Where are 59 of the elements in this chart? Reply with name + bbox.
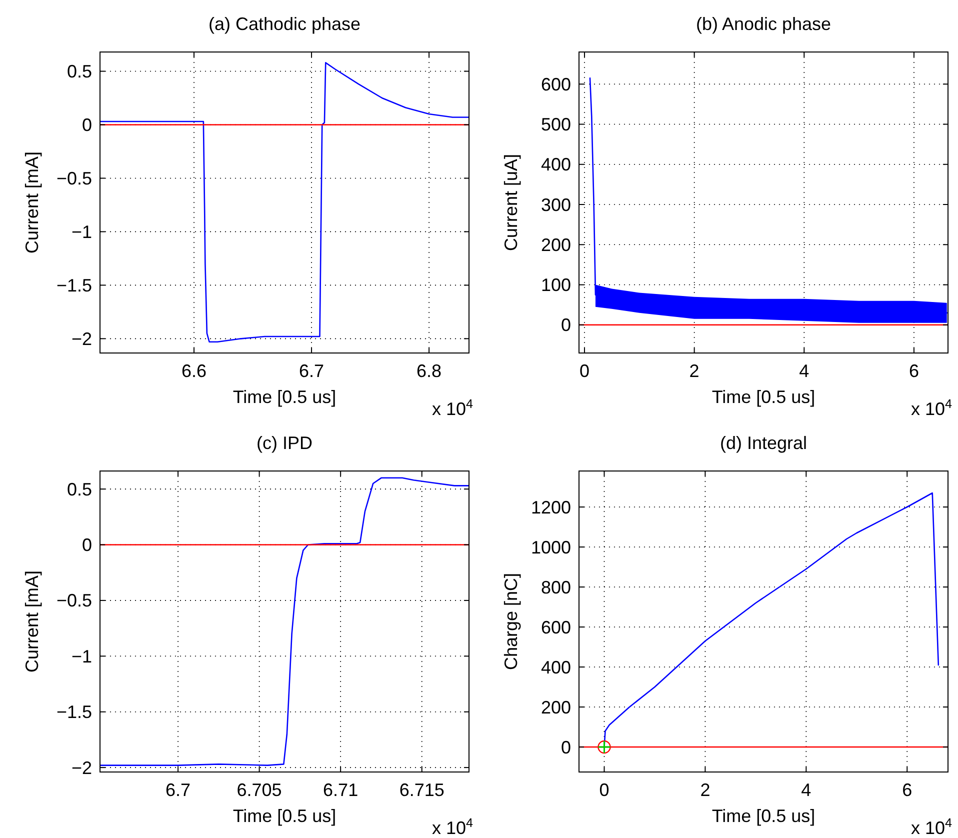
x-tick-label: 0: [579, 361, 590, 381]
x-tick-label: 6: [902, 780, 912, 800]
y-tick-label: 800: [540, 577, 571, 598]
text: x 10$^{4}$: [432, 397, 473, 419]
y-tick-label: 200: [540, 234, 571, 255]
chart-title: (a) Cathodic phase: [208, 14, 361, 34]
x-tick-label: 4: [801, 780, 812, 800]
y-tick-label: 300: [540, 194, 571, 215]
x-axis-title: Time [0.5 us]: [232, 806, 336, 826]
x-tick-label: 2: [700, 780, 710, 800]
line-series: [100, 62, 469, 343]
text: x 10$^{4}$: [910, 397, 952, 419]
x-tick-label: 6.7: [299, 361, 324, 381]
chart-title: (c) IPD: [256, 433, 312, 453]
y-tick-label: 1200: [530, 497, 571, 518]
y-tick-label: −1: [71, 222, 92, 242]
y-axis-title: Current [mA]: [22, 570, 42, 673]
x-tick-label: 6.715: [399, 780, 444, 800]
y-tick-label: −0.5: [56, 168, 92, 189]
y-tick-label: 400: [540, 154, 571, 175]
y-tick-label: −2: [71, 758, 92, 778]
x-tick-label: 4: [799, 361, 810, 381]
x-tick-label: 0: [599, 780, 610, 800]
text: x 10$^{4}$: [910, 816, 952, 838]
y-axis-title: Current [mA]: [22, 151, 42, 254]
y-tick-label: −1.5: [56, 702, 92, 722]
y-tick-label: −1: [71, 646, 92, 666]
x-tick-label: 6: [908, 361, 919, 381]
chart-title: (d) Integral: [720, 433, 808, 453]
text: x 10$^{4}$: [432, 816, 473, 838]
y-tick-label: −1.5: [56, 275, 92, 296]
y-tick-label: 1000: [530, 537, 571, 558]
y-axis-title: Current [uA]: [501, 154, 521, 252]
y-tick-label: 600: [540, 617, 571, 638]
y-tick-label: 600: [540, 74, 571, 94]
x-axis-title: Time [0.5 us]: [232, 387, 336, 407]
y-tick-label: 100: [540, 275, 571, 296]
y-tick-label: −2: [71, 328, 92, 349]
x-tick-label: 6.7: [166, 780, 191, 800]
y-tick-label: 0: [82, 535, 92, 556]
x-tick-label: 6.71: [323, 780, 358, 800]
y-tick-label: 0.5: [66, 62, 92, 82]
line-series: [100, 477, 469, 766]
y-tick-label: 0: [82, 115, 92, 136]
y-axis-title: Charge [nC]: [501, 572, 521, 670]
y-tick-label: −0.5: [56, 590, 92, 611]
y-tick-label: 400: [540, 657, 571, 678]
x-tick-label: 6.705: [236, 780, 282, 800]
x-tick-label: 6.8: [416, 361, 442, 381]
y-tick-label: 500: [540, 114, 571, 135]
x-axis-title: Time [0.5 us]: [712, 387, 816, 407]
x-tick-label: 6.6: [181, 361, 207, 381]
y-tick-label: 0: [560, 315, 571, 336]
y-tick-label: 0.5: [66, 479, 92, 500]
chart-title: (b) Anodic phase: [696, 14, 832, 34]
y-tick-label: 0: [560, 737, 571, 758]
y-tick-label: 200: [540, 697, 571, 718]
x-axis-title: Time [0.5 us]: [712, 806, 816, 826]
x-tick-label: 2: [689, 361, 700, 381]
